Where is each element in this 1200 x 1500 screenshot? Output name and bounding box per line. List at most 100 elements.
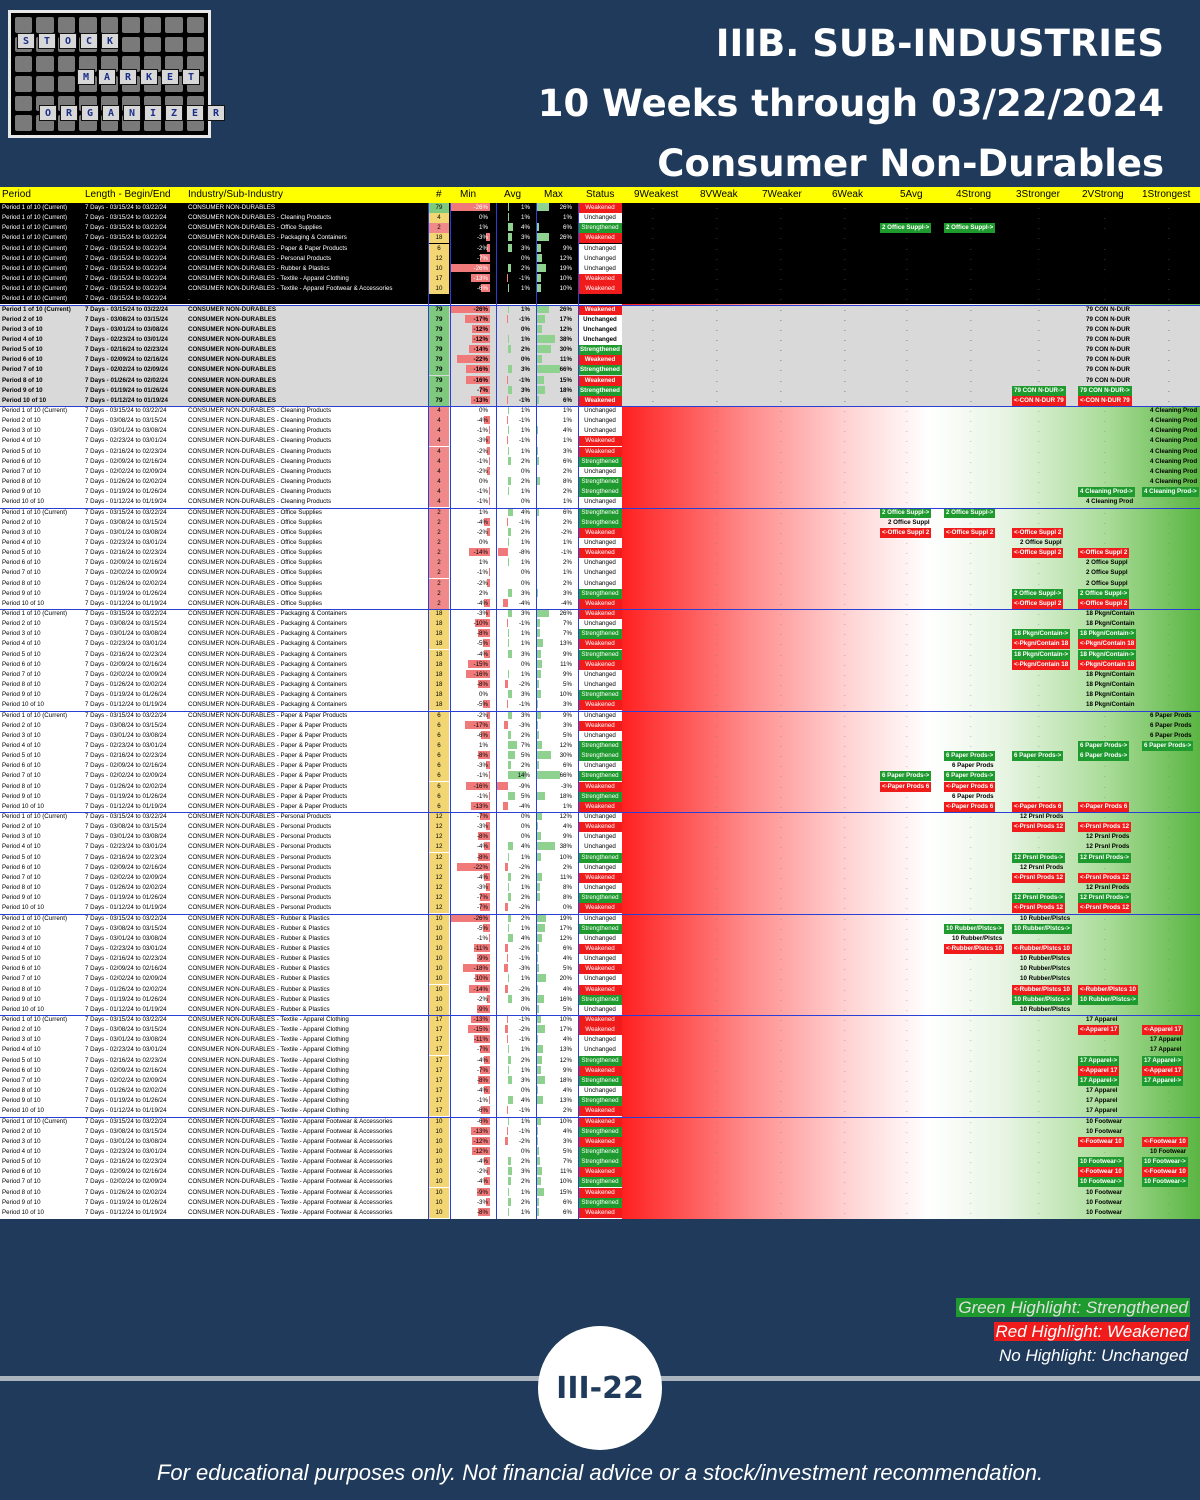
count-cell: 4	[429, 446, 449, 457]
section-divider	[0, 304, 1200, 306]
status-cell: Strengthened	[578, 791, 622, 802]
max-cell: 20%	[559, 975, 572, 983]
empty-dot: .	[652, 681, 654, 689]
table-row: Period 9 of 10 7 Days - 01/19/24 to 01/26…	[0, 1197, 1200, 1208]
industry-cell: CONSUMER NON-DURABLES - Cleaning Product…	[188, 427, 332, 435]
empty-dot: .	[1168, 1198, 1170, 1206]
empty-dot: .	[970, 457, 972, 465]
period-cell: Period 4 of 10	[2, 640, 41, 648]
empty-dot: .	[1038, 1026, 1040, 1034]
empty-dot: .	[716, 792, 718, 800]
position-label: <-Apparel 17	[1078, 1065, 1120, 1076]
empty-dot: .	[1038, 1198, 1040, 1206]
status-cell: Weakened	[578, 355, 622, 366]
empty-dot: .	[906, 427, 908, 435]
empty-dot: .	[780, 244, 782, 252]
count-cell: 12	[429, 832, 449, 843]
empty-dot: .	[844, 894, 846, 902]
period-cell: Period 5 of 10	[2, 1158, 41, 1166]
count-cell: 4	[429, 497, 449, 508]
empty-dot: .	[1168, 335, 1170, 343]
max-cell: 2%	[563, 488, 572, 496]
empty-dot: .	[1038, 437, 1040, 445]
empty-dot: .	[716, 1046, 718, 1054]
min-bar	[472, 1136, 490, 1145]
position-label: <-CON N-DUR 79	[1012, 395, 1066, 406]
industry-cell: CONSUMER NON-DURABLES - Rubber & Plastic…	[188, 934, 330, 942]
period-cell: Period 2 of 10	[2, 823, 41, 831]
position-label: 18 Pkgn/Contain	[1086, 701, 1135, 709]
max-bar	[536, 233, 549, 242]
empty-dot: .	[970, 691, 972, 699]
empty-dot: .	[716, 995, 718, 1003]
avg-cell: 1%	[521, 1066, 530, 1074]
avg-cell: 3%	[521, 995, 530, 1003]
min-bar	[488, 1096, 490, 1105]
max-cell: 2%	[563, 559, 572, 567]
empty-dot: .	[716, 579, 718, 587]
position-label: 10 Rubber/Plstcs	[1020, 975, 1071, 983]
min-bar	[482, 923, 490, 932]
industry-cell: CONSUMER NON-DURABLES - Personal Product…	[188, 904, 332, 912]
empty-dot: .	[652, 934, 654, 942]
empty-dot: .	[1038, 285, 1040, 293]
empty-dot: .	[1168, 762, 1170, 770]
industry-cell: CONSUMER NON-DURABLES - Textile - Appare…	[188, 1158, 393, 1166]
empty-dot: .	[652, 1127, 654, 1135]
max-bar	[536, 974, 546, 983]
empty-dot: .	[780, 1137, 782, 1145]
length-cell: 7 Days - 02/02/24 to 02/09/24	[85, 670, 167, 678]
avg-bar	[508, 923, 510, 932]
period-cell: Period 1 of 10 (Current)	[2, 234, 67, 242]
count-cell: 17	[429, 1055, 449, 1066]
count-cell: 79	[429, 304, 449, 315]
max-bar	[536, 629, 540, 638]
empty-dot: .	[906, 386, 908, 394]
avg-cell: 1%	[521, 214, 530, 222]
count-cell: 2	[429, 568, 449, 579]
empty-dot: .	[1038, 325, 1040, 333]
table-row: Period 9 of 10 7 Days - 01/19/24 to 01/26…	[0, 791, 1200, 802]
header-cell: 3Stronger	[1016, 189, 1060, 200]
empty-dot: .	[780, 569, 782, 577]
avg-cell: 7%	[521, 741, 530, 749]
empty-dot: .	[716, 620, 718, 628]
industry-cell: CONSUMER NON-DURABLES - Personal Product…	[188, 823, 332, 831]
status-cell: Unchanged	[578, 933, 622, 944]
max-bar	[536, 893, 540, 902]
min-cell: -4%	[476, 518, 488, 526]
empty-dot: .	[652, 904, 654, 912]
count-cell: 4	[429, 466, 449, 477]
empty-dot: .	[844, 721, 846, 729]
empty-dot: .	[906, 437, 908, 445]
empty-dot: .	[844, 752, 846, 760]
min-cell: -1%	[476, 772, 488, 780]
position-label: <-Paper Prods 6	[944, 801, 996, 812]
length-cell: 7 Days - 01/12/24 to 01/19/24	[85, 802, 167, 810]
min-cell: -1%	[476, 792, 488, 800]
length-cell: 7 Days - 02/09/24 to 02/16/24	[85, 356, 168, 364]
min-cell: -10%	[473, 975, 488, 983]
empty-dot: .	[844, 1036, 846, 1044]
table-row: Period 4 of 10 7 Days - 02/23/24 to 03/01…	[0, 740, 1200, 751]
empty-dot: .	[652, 1117, 654, 1125]
avg-cell: 3%	[521, 589, 530, 597]
empty-dot: .	[906, 721, 908, 729]
empty-dot: .	[970, 1107, 972, 1115]
min-cell: -7%	[476, 254, 488, 262]
min-cell: -12%	[473, 1147, 488, 1155]
table-row: Period 7 of 10 7 Days - 02/02/24 to 02/09…	[0, 771, 1200, 782]
length-cell: 7 Days - 01/19/24 to 01/26/24	[85, 589, 167, 597]
min-bar	[479, 385, 490, 394]
length-cell: 7 Days - 02/02/24 to 02/09/24	[85, 366, 168, 374]
min-cell: -2%	[476, 995, 488, 1003]
max-cell: 7%	[563, 620, 572, 628]
position-label: <-Paper Prods 6	[944, 781, 996, 792]
empty-dot: .	[1168, 1087, 1170, 1095]
max-cell: 1%	[563, 214, 572, 222]
avg-cell: 2%	[521, 1178, 530, 1186]
empty-dot: .	[1038, 214, 1040, 222]
page-titles: IIIB. SUB-INDUSTRIES 10 Weeks through 03…	[538, 14, 1164, 194]
max-bar	[536, 1065, 541, 1074]
max-bar	[536, 1146, 539, 1155]
